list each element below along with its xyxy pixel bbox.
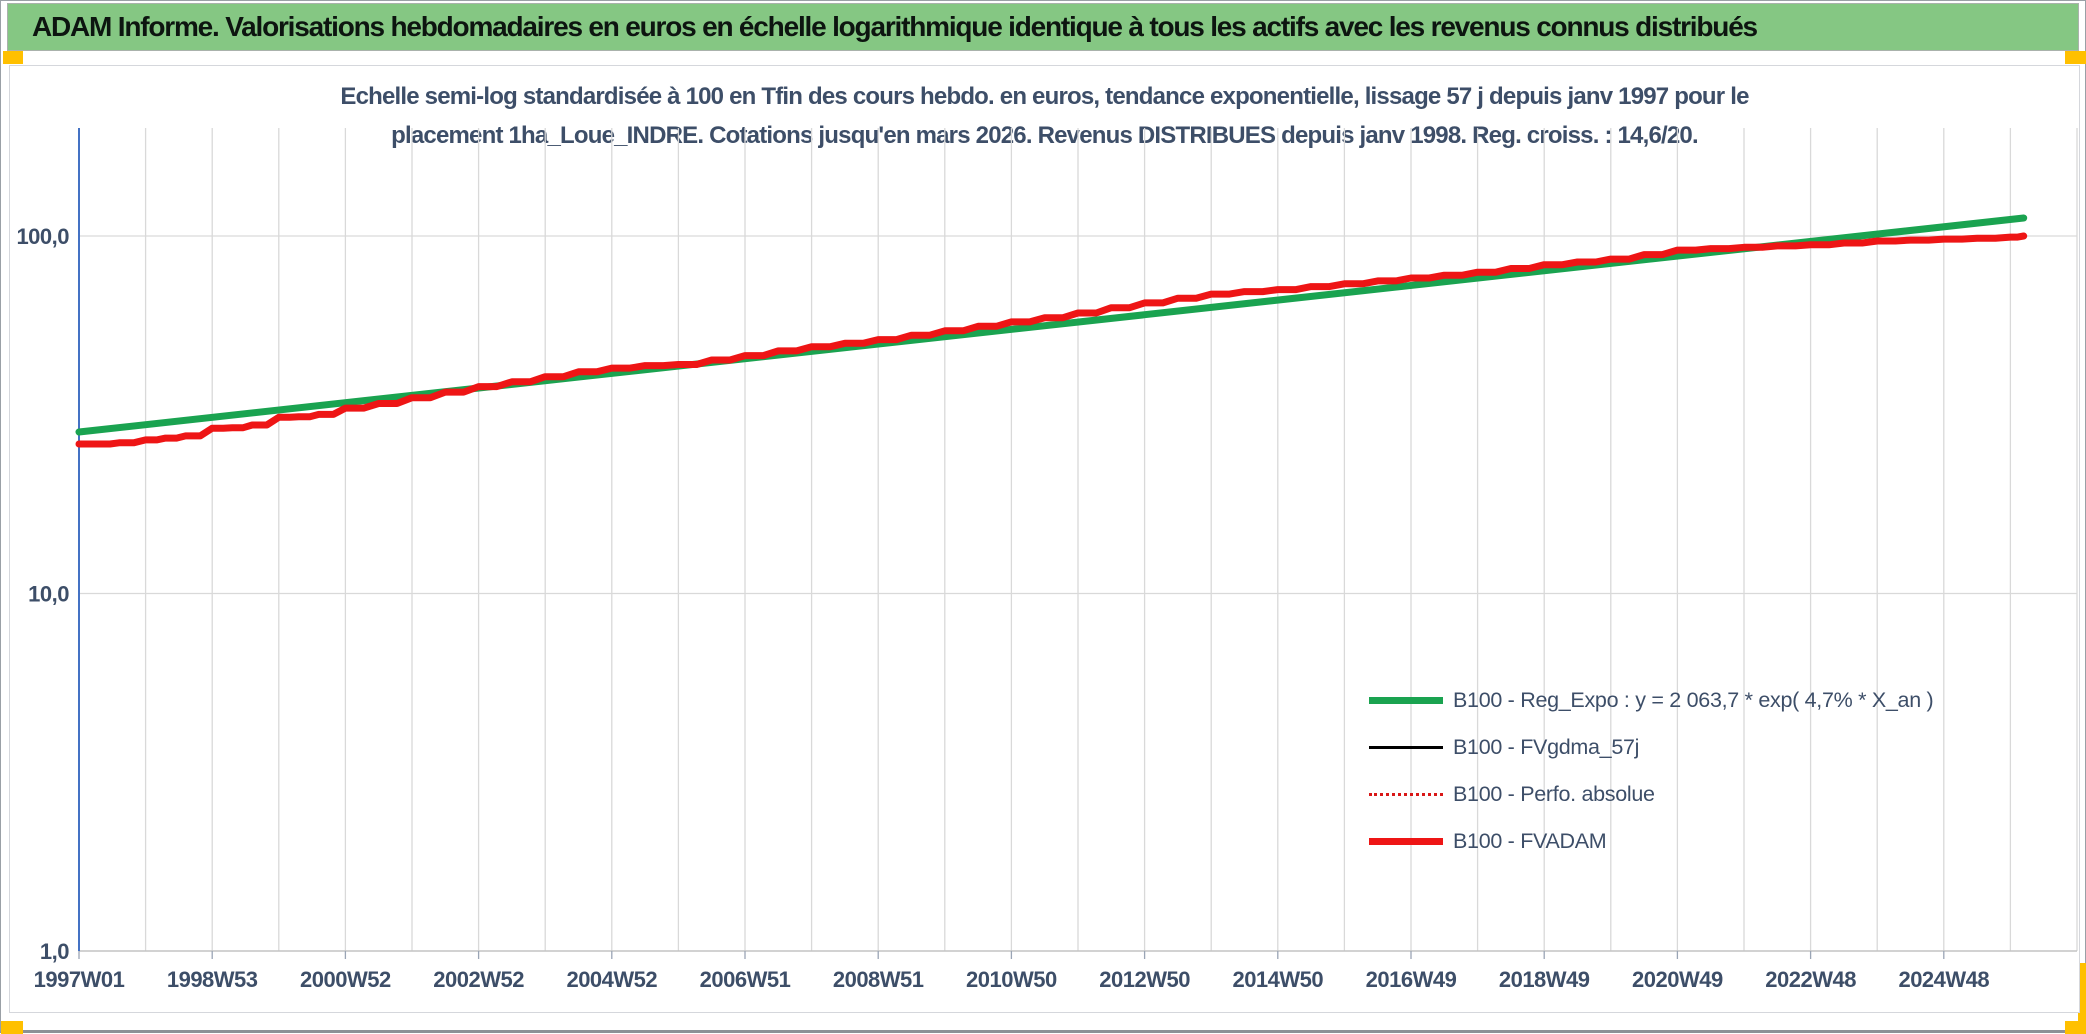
legend: B100 - Reg_Expo : y = 2 063,7 * exp( 4,7…: [1369, 677, 1934, 865]
accent-strip-right: [2078, 963, 2086, 1034]
legend-swatch-green-line: [1369, 697, 1443, 704]
accent-square-bottom-left: [1, 1021, 23, 1034]
legend-swatch-black-line: [1369, 746, 1443, 749]
chart-panel: [9, 65, 2080, 1013]
accent-square-top-right: [2065, 51, 2086, 64]
header-bar: ADAM Informe. Valorisations hebdomadaire…: [7, 3, 2079, 51]
legend-swatch-red-dotted-line: [1369, 793, 1443, 796]
chart-title-line1: Echelle semi-log standardisée à 100 en T…: [340, 83, 1749, 110]
legend-label: B100 - FVADAM: [1453, 829, 1607, 853]
legend-label: B100 - Reg_Expo : y = 2 063,7 * exp( 4,7…: [1453, 688, 1934, 712]
accent-square-top-left: [3, 51, 23, 64]
legend-item-fvadam: B100 - FVADAM: [1369, 818, 1933, 865]
legend-label: B100 - FVgdma_57j: [1453, 735, 1640, 759]
legend-item-fvgdma: B100 - FVgdma_57j: [1369, 724, 1933, 771]
legend-item-reg-expo: B100 - Reg_Expo : y = 2 063,7 * exp( 4,7…: [1369, 677, 1934, 724]
chart-title: Echelle semi-log standardisée à 100 en T…: [9, 77, 2080, 155]
header-title: ADAM Informe. Valorisations hebdomadaire…: [32, 11, 1758, 42]
legend-swatch-red-line: [1369, 838, 1443, 845]
chart-title-line2: placement 1ha_Loue_INDRE. Cotations jusq…: [391, 122, 1699, 149]
legend-label: B100 - Perfo. absolue: [1453, 782, 1655, 806]
legend-item-perfo-absolue: B100 - Perfo. absolue: [1369, 771, 1933, 818]
